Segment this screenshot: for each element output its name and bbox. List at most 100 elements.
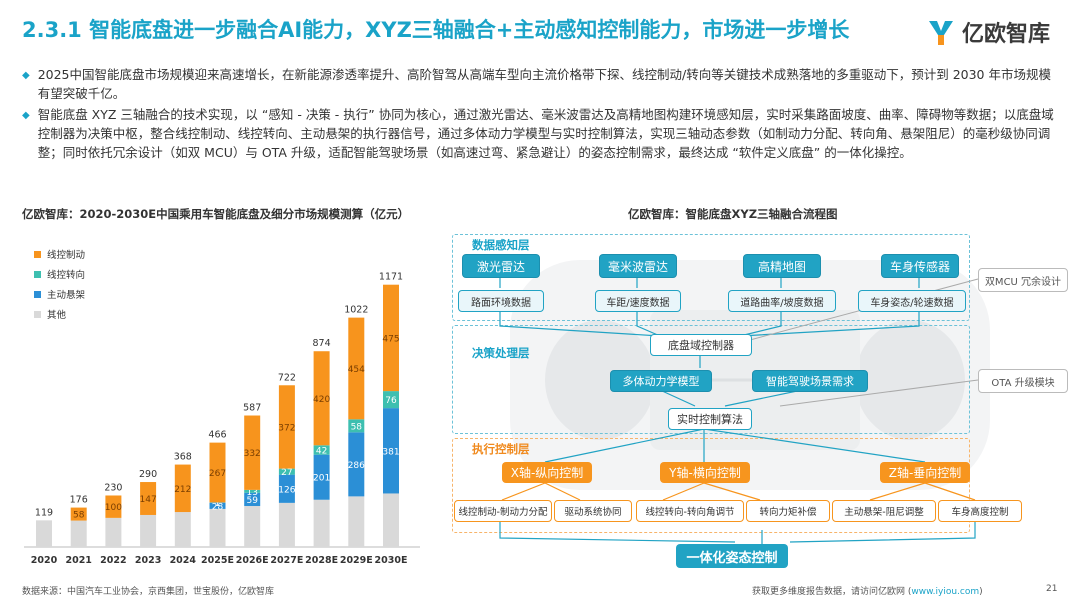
segment-label: 286	[348, 461, 365, 471]
segment-label: 201	[313, 474, 330, 484]
stacked-bar-chart: 1192020581762021100230202214729020232123…	[24, 272, 420, 566]
segment-label: 76	[385, 396, 397, 406]
x-tick-label: 2022	[100, 555, 126, 566]
logo-icon	[928, 21, 953, 45]
bar-segment	[383, 284, 399, 392]
segment-label: 381	[382, 447, 399, 457]
bar-segment	[313, 499, 330, 547]
multibody-dynamics-model: 多体动力学模型	[610, 370, 712, 392]
x-tick-label: 2028E	[305, 555, 338, 566]
footer-more-prefix: 获取更多维度报告数据，请访问亿欧网 (	[752, 587, 912, 597]
segment-label: 332	[244, 449, 261, 459]
bar-segment	[278, 468, 295, 475]
chassis-domain-controller: 底盘域控制器	[650, 334, 752, 356]
x-tick-label: 2030E	[375, 555, 408, 566]
x-axis-item: 线控制动-制动力分配	[454, 500, 552, 522]
diamond-icon: ◆	[22, 110, 30, 121]
bullet-list: ◆ 2025中国智能底盘市场规模迎来高速增长，在新能源渗透率提升、高阶智驾从高端…	[22, 65, 1062, 164]
brand-logo: 亿欧智库	[926, 16, 1050, 48]
segment-label: 58	[73, 511, 85, 521]
sensor-data-posture: 车身姿态/轮速数据	[858, 290, 966, 312]
total-label: 230	[104, 482, 122, 493]
sensor-lidar: 激光雷达	[462, 254, 540, 278]
legend-swatch	[34, 270, 41, 278]
diamond-icon: ◆	[22, 70, 30, 81]
segment-label: 100	[105, 503, 122, 513]
bar-segment	[278, 502, 295, 547]
sensor-data-curvature: 道路曲率/坡度数据	[728, 290, 836, 312]
segment-label: 59	[246, 496, 258, 506]
bar-segment	[383, 408, 399, 494]
legend-swatch	[34, 250, 41, 258]
bar-segment	[244, 489, 261, 493]
bar-segment	[383, 493, 399, 547]
chart-title: 亿欧智库：2020-2030E中国乘用车智能底盘及细分市场规模测算（亿元）	[22, 207, 410, 221]
total-label: 1022	[344, 305, 368, 316]
legend-item: 其他	[34, 304, 85, 324]
realtime-control-algorithm: 实时控制算法	[668, 408, 752, 430]
legend-item: 线控转向	[34, 264, 85, 284]
driving-scenario-requirement: 智能驾驶场景需求	[752, 370, 868, 392]
segment-label: 27	[281, 468, 292, 478]
sensor-mmwave-radar: 毫米波雷达	[599, 254, 677, 278]
segment-label: 454	[348, 365, 365, 375]
total-label: 290	[139, 469, 157, 480]
bar-segment	[278, 474, 295, 503]
footer-more-suffix: )	[979, 587, 983, 597]
y-axis-control: Y轴-横向控制	[660, 462, 750, 483]
total-label: 466	[208, 430, 226, 441]
bar-segment	[209, 508, 226, 547]
legend-label: 线控转向	[47, 270, 86, 281]
decision-layer-title: 决策处理层	[472, 346, 530, 360]
total-label: 1171	[379, 272, 403, 283]
z-axis-item: 主动悬架-阻尼调整	[832, 500, 936, 522]
z-axis-item: 车身高度控制	[938, 500, 1022, 522]
segment-label: 372	[278, 423, 295, 433]
segment-label: 1	[215, 499, 221, 509]
page-title: 2.3.1 智能底盘进一步融合AI能力，XYZ三轴融合+主动感知控制能力，市场进…	[22, 18, 850, 42]
legend-label: 线控制动	[47, 250, 86, 261]
perception-layer-zone	[452, 234, 970, 321]
z-axis-control: Z轴-垂向控制	[880, 462, 970, 483]
x-tick-label: 2026E	[236, 555, 269, 566]
legend-item: 主动悬架	[34, 284, 85, 304]
x-tick-label: 2027E	[270, 555, 303, 566]
bar-segment	[36, 520, 52, 547]
logo-text: 亿欧智库	[961, 22, 1050, 47]
legend-swatch	[34, 290, 41, 298]
segment-label: 212	[174, 485, 191, 495]
segment-label: 28	[212, 502, 224, 512]
footer-more-info: 获取更多维度报告数据，请访问亿欧网 (www.iyiou.com)	[752, 584, 983, 597]
execution-layer-title: 执行控制层	[472, 442, 530, 456]
segment-label: 126	[278, 485, 295, 495]
total-label: 874	[313, 338, 331, 349]
total-label: 368	[174, 452, 192, 463]
bar-segment	[174, 464, 191, 513]
bar-segment	[348, 317, 365, 420]
perception-layer-title: 数据感知层	[472, 238, 530, 252]
sensor-data-road: 路面环境数据	[458, 290, 544, 312]
ota-box: OTA 升级模块	[978, 369, 1068, 393]
bar-segment	[348, 496, 365, 547]
segment-label: 147	[140, 495, 157, 505]
bar-segment	[174, 512, 191, 547]
sensor-body: 车身传感器	[881, 254, 959, 278]
connector-lines	[499, 274, 979, 544]
total-label: 587	[243, 403, 261, 414]
bar-segment	[313, 454, 330, 500]
page-number: 21	[1046, 584, 1058, 594]
legend-label: 其他	[47, 310, 67, 321]
bar-segment	[140, 482, 157, 515]
bar-segment	[313, 351, 330, 446]
footer-website-link[interactable]: www.iyiou.com	[911, 587, 980, 597]
footer-source: 数据来源：中国汽车工业协会，京西集团，世宝股份，亿欧智库	[22, 587, 275, 597]
y-axis-item: 转向力矩补偿	[746, 500, 830, 522]
bar-segment	[105, 517, 122, 547]
x-axis-item: 驱动系统协同	[554, 500, 632, 522]
redundancy-box: 双MCU 冗余设计	[978, 268, 1068, 292]
bar-segment	[244, 492, 261, 507]
bar-segment	[278, 385, 295, 469]
diagram-title: 亿欧智库：智能底盘XYZ三轴融合流程图	[628, 207, 838, 221]
bullet-text: 智能底盘 XYZ 三轴融合的技术实现，以 “感知 - 决策 - 执行” 协同为核…	[37, 107, 1054, 160]
x-tick-label: 2029E	[340, 555, 373, 566]
